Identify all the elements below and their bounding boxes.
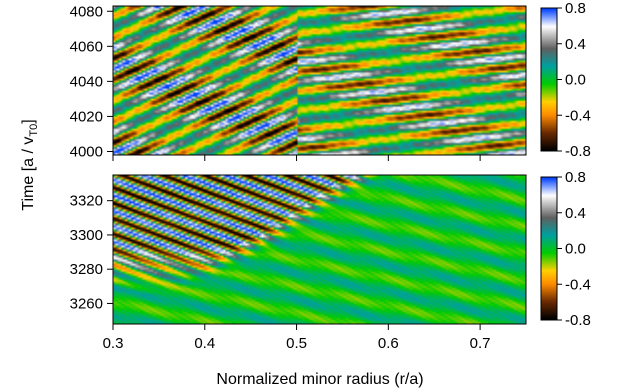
- bottom-colorbar-tick-label: 0.8: [565, 169, 586, 186]
- top-colorbar-gradient: [541, 8, 557, 151]
- top-colorbar-tick-label: 0.0: [565, 72, 586, 89]
- x-axis-label: Normalized minor radius (r/a): [216, 371, 423, 388]
- bottom-x-tick-label: 0.7: [470, 335, 491, 352]
- top-y-axis: 4000 4020 4040 4060 4080: [70, 3, 113, 160]
- bottom-x-tick-label: 0.5: [286, 335, 307, 352]
- top-colorbar-ticks: 0.8 0.4 0.0 -0.4 -0.8: [557, 0, 591, 160]
- top-heatmap: [113, 6, 526, 155]
- bottom-panel: 3260 3280 3300 3320 0.3 0.4 0.5 0.6 0.7: [70, 174, 527, 352]
- bottom-x-tick-label: 0.6: [378, 335, 399, 352]
- bottom-heatmap: [113, 175, 526, 324]
- top-y-tick-label: 4040: [70, 73, 103, 90]
- top-colorbar-tick-label: -0.8: [565, 143, 591, 160]
- bottom-y-tick-label: 3280: [70, 261, 103, 278]
- bottom-x-axis: 0.3 0.4 0.5 0.6 0.7: [103, 324, 491, 352]
- bottom-colorbar-tick-label: -0.8: [565, 312, 591, 329]
- bottom-x-tick-label: 0.4: [194, 335, 215, 352]
- bottom-y-tick-label: 3320: [70, 193, 103, 210]
- bottom-x-tick-label: 0.3: [103, 335, 124, 352]
- top-y-tick-label: 4020: [70, 108, 103, 125]
- top-colorbar-tick-label: 0.4: [565, 36, 586, 53]
- bottom-colorbar-tick-label: -0.4: [565, 276, 591, 293]
- top-colorbar-tick-label: -0.4: [565, 107, 591, 124]
- top-colorbar: 0.8 0.4 0.0 -0.4 -0.8: [540, 0, 591, 160]
- bottom-colorbar-tick-label: 0.4: [565, 205, 586, 222]
- bottom-colorbar-tick-label: 0.0: [565, 241, 586, 258]
- y-axis-label-main: Time [a / v: [20, 137, 37, 211]
- bottom-colorbar: 0.8 0.4 0.0 -0.4 -0.8: [540, 169, 591, 329]
- bottom-y-tick-label: 3300: [70, 227, 103, 244]
- top-plot-frame: [112, 5, 527, 156]
- top-y-tick-label: 4080: [70, 3, 103, 20]
- y-axis-label-close: ]: [20, 119, 37, 123]
- bottom-y-axis: 3260 3280 3300 3320: [70, 193, 113, 312]
- top-y-tick-label: 4000: [70, 143, 103, 160]
- bottom-y-tick-label: 3260: [70, 295, 103, 312]
- top-y-tick-label: 4060: [70, 38, 103, 55]
- y-axis-label: Time [a / vT0]: [20, 119, 40, 210]
- bottom-colorbar-ticks: 0.8 0.4 0.0 -0.4 -0.8: [557, 169, 591, 329]
- top-x-axis: [112, 155, 481, 161]
- top-colorbar-tick-label: 0.8: [565, 0, 586, 17]
- bottom-plot-frame: [112, 174, 527, 325]
- top-panel: 4000 4020 4040 4060 4080: [70, 3, 527, 161]
- y-axis-label-subscript: T0: [28, 124, 40, 137]
- bottom-colorbar-gradient: [541, 177, 557, 320]
